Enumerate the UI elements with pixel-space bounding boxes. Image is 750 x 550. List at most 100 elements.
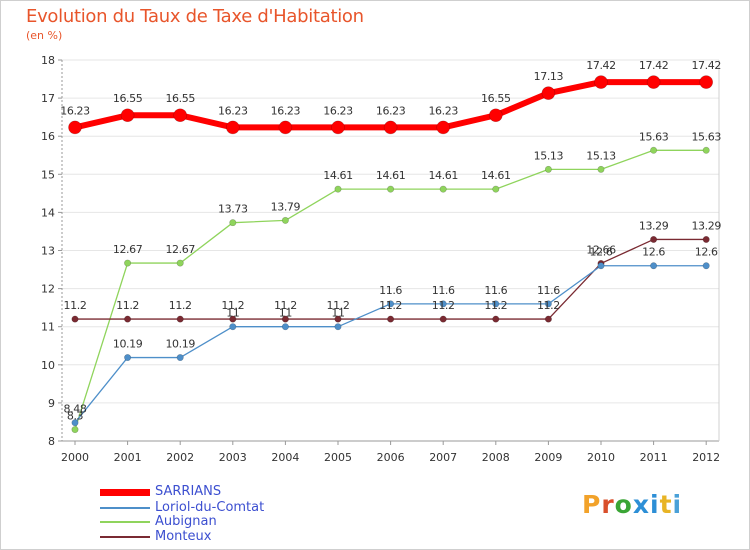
data-point-sarrians-2010 [594, 75, 608, 89]
data-label-loriol-du-comtat: 11.6 [484, 284, 507, 297]
data-point-monteux-2009 [544, 315, 552, 323]
x-tick-label: 2007 [429, 451, 457, 464]
proxiti-logo: Proxiti [582, 490, 682, 519]
data-point-loriol-du-comtat-2001 [124, 354, 132, 362]
data-point-monteux-2008 [492, 315, 500, 323]
data-label-aubignan: 14.61 [481, 169, 511, 182]
legend-swatch [100, 488, 150, 496]
data-label-monteux: 11.2 [274, 299, 297, 312]
data-label-loriol-du-comtat: 11.6 [537, 284, 560, 297]
data-point-sarrians-2003 [226, 120, 240, 135]
data-label-aubignan: 15.13 [586, 149, 616, 162]
data-point-monteux-2011 [650, 235, 658, 243]
logo-letter: i [650, 490, 660, 519]
x-tick-label: 2010 [587, 451, 615, 464]
data-point-sarrians-2009 [541, 86, 556, 100]
x-tick-label: 2005 [324, 451, 352, 464]
data-label-loriol-du-comtat: 11 [331, 307, 344, 320]
data-point-loriol-du-comtat-2005 [334, 323, 342, 331]
y-tick-label: 8 [48, 435, 55, 448]
x-tick-label: 2011 [640, 451, 668, 464]
data-point-sarrians-2001 [120, 108, 135, 123]
data-label-sarrians: 16.55 [481, 92, 511, 105]
data-point-monteux-2003 [229, 315, 237, 323]
data-label-monteux: 11.2 [169, 299, 192, 312]
data-label-monteux: 11.2 [379, 299, 402, 312]
data-point-aubignan-2004 [281, 216, 289, 224]
data-label-sarrians: 16.55 [113, 92, 143, 105]
data-label-sarrians: 17.42 [639, 59, 669, 72]
legend-label: SARRIANS [155, 484, 222, 499]
data-point-monteux-2007 [439, 315, 447, 323]
data-point-monteux-2005 [334, 315, 342, 323]
data-label-loriol-du-comtat: 12.6 [695, 246, 718, 259]
y-tick-label: 9 [48, 397, 55, 410]
data-point-loriol-du-comtat-2006 [387, 300, 395, 308]
data-point-aubignan-2007 [439, 185, 447, 193]
data-point-loriol-du-comtat-2007 [439, 300, 447, 308]
data-label-monteux: 11.2 [221, 299, 244, 312]
data-label-monteux: 12.66 [586, 243, 616, 256]
x-tick-label: 2006 [377, 451, 405, 464]
x-tick-label: 2000 [61, 451, 89, 464]
data-label-aubignan: 13.79 [271, 200, 301, 213]
data-label-loriol-du-comtat: 10.19 [165, 338, 195, 351]
data-point-sarrians-2008 [488, 108, 503, 123]
data-label-aubignan: 15.63 [639, 130, 669, 143]
legend-swatch [100, 507, 150, 509]
data-point-loriol-du-comtat-2000 [71, 419, 79, 427]
data-label-sarrians: 16.23 [218, 104, 248, 117]
data-point-loriol-du-comtat-2010 [597, 262, 605, 270]
x-tick-label: 2004 [271, 451, 299, 464]
data-point-aubignan-2010 [597, 165, 605, 173]
x-tick-label: 2012 [692, 451, 720, 464]
data-label-monteux: 13.29 [691, 219, 721, 232]
legend-swatch [100, 521, 150, 523]
data-label-loriol-du-comtat: 11.6 [432, 284, 455, 297]
data-label-sarrians: 16.23 [271, 104, 301, 117]
data-label-sarrians: 17.13 [534, 70, 564, 83]
y-tick-label: 12 [41, 283, 55, 296]
data-point-loriol-du-comtat-2003 [229, 323, 237, 331]
axis-layer: 8 9 10 11 12 13 14 15 16 17 18 2000 2001 2002 2003 2004… [41, 54, 720, 464]
data-point-sarrians-2002 [173, 108, 187, 123]
data-label-monteux: 11.2 [64, 299, 87, 312]
y-tick-label: 17 [41, 92, 55, 105]
data-label-aubignan: 12.67 [165, 243, 195, 256]
data-point-sarrians-2011 [646, 75, 661, 89]
data-point-monteux-2002 [176, 315, 184, 323]
data-label-layer: 16.23 16.55 16.55 16.23 16.23 16.23 16.23 16.23… [60, 59, 721, 422]
logo-letter: o [614, 490, 633, 519]
data-point-loriol-du-comtat-2004 [281, 323, 289, 331]
data-point-aubignan-2001 [124, 259, 132, 267]
data-point-loriol-du-comtat-2009 [544, 300, 552, 308]
data-label-loriol-du-comtat: 11 [279, 307, 292, 320]
data-point-sarrians-2006 [383, 120, 398, 135]
data-label-sarrians: 17.42 [586, 59, 616, 72]
data-point-aubignan-2009 [544, 165, 552, 173]
x-tick-label: 2003 [219, 451, 247, 464]
data-label-monteux: 11.2 [327, 299, 350, 312]
data-point-sarrians-2004 [278, 120, 293, 135]
data-point-loriol-du-comtat-2012 [702, 262, 710, 270]
y-tick-label: 10 [41, 359, 55, 372]
data-point-monteux-2004 [281, 315, 289, 323]
data-point-monteux-2012 [702, 235, 710, 243]
data-point-sarrians-2005 [331, 120, 345, 135]
data-label-aubignan: 14.61 [323, 169, 353, 182]
data-point-sarrians-2007 [436, 120, 451, 135]
data-label-monteux: 11.2 [432, 299, 455, 312]
data-label-monteux: 11.2 [537, 299, 560, 312]
data-label-loriol-du-comtat: 8.48 [64, 403, 87, 416]
logo-letter: x [632, 490, 650, 519]
data-point-aubignan-2006 [387, 185, 395, 193]
x-tick-label: 2001 [114, 451, 142, 464]
logo-letter: P [582, 490, 602, 519]
data-label-aubignan: 15.63 [691, 130, 721, 143]
data-label-loriol-du-comtat: 11 [226, 307, 239, 320]
data-point-loriol-du-comtat-2008 [492, 300, 500, 308]
data-label-loriol-du-comtat: 11.6 [379, 284, 402, 297]
y-tick-label: 18 [41, 54, 55, 67]
data-label-sarrians: 16.23 [428, 104, 458, 117]
data-point-monteux-2006 [387, 315, 395, 323]
